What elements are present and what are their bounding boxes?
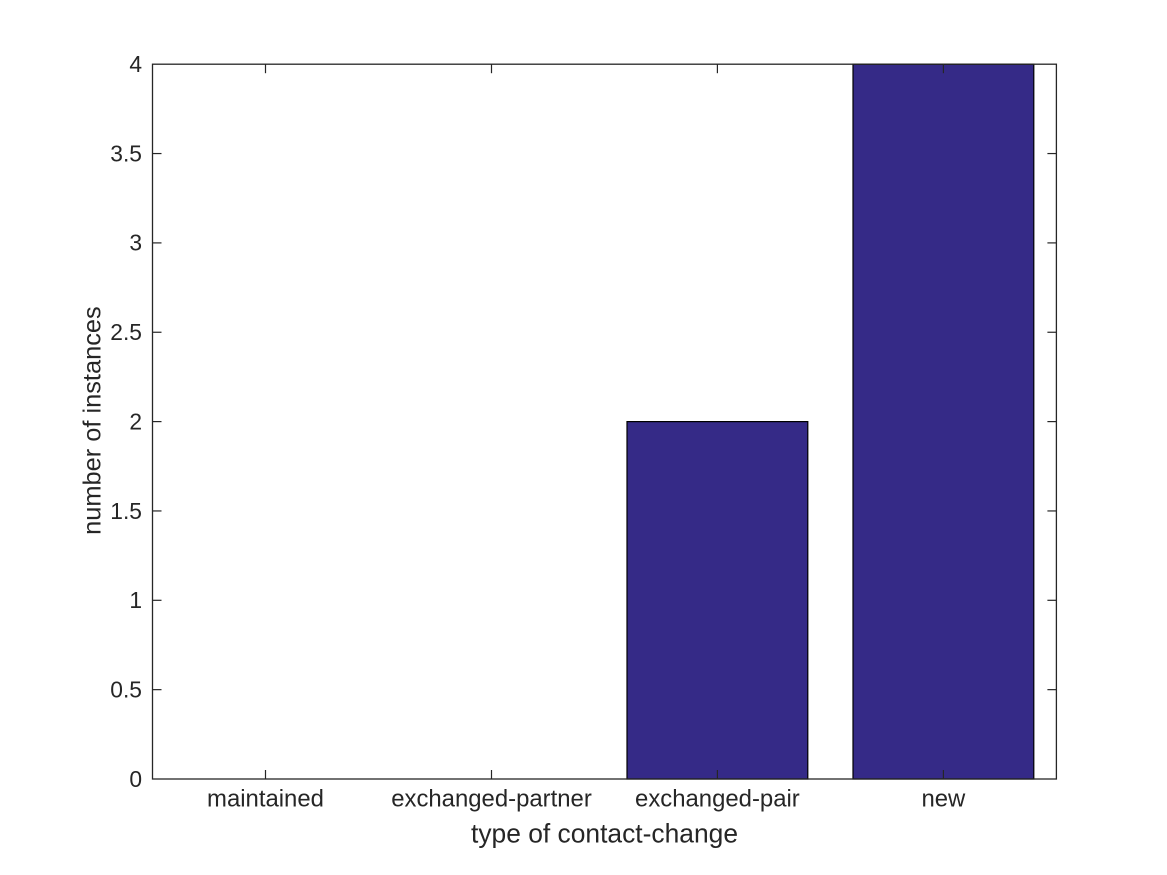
svg-text:3: 3 — [129, 230, 142, 256]
svg-text:maintained: maintained — [207, 786, 324, 813]
svg-text:new: new — [921, 786, 966, 813]
svg-text:exchanged-partner: exchanged-partner — [391, 786, 592, 813]
svg-text:1: 1 — [129, 587, 142, 613]
svg-text:3.5: 3.5 — [110, 140, 142, 166]
svg-text:number of instances: number of instances — [78, 306, 106, 535]
svg-text:0: 0 — [129, 766, 142, 792]
svg-text:0.5: 0.5 — [110, 676, 142, 702]
svg-text:4: 4 — [129, 51, 142, 77]
svg-text:type of contact-change: type of contact-change — [471, 819, 738, 849]
svg-text:2: 2 — [129, 408, 142, 434]
svg-text:1.5: 1.5 — [110, 498, 142, 524]
svg-text:2.5: 2.5 — [110, 319, 142, 345]
svg-text:exchanged-pair: exchanged-pair — [635, 786, 800, 813]
